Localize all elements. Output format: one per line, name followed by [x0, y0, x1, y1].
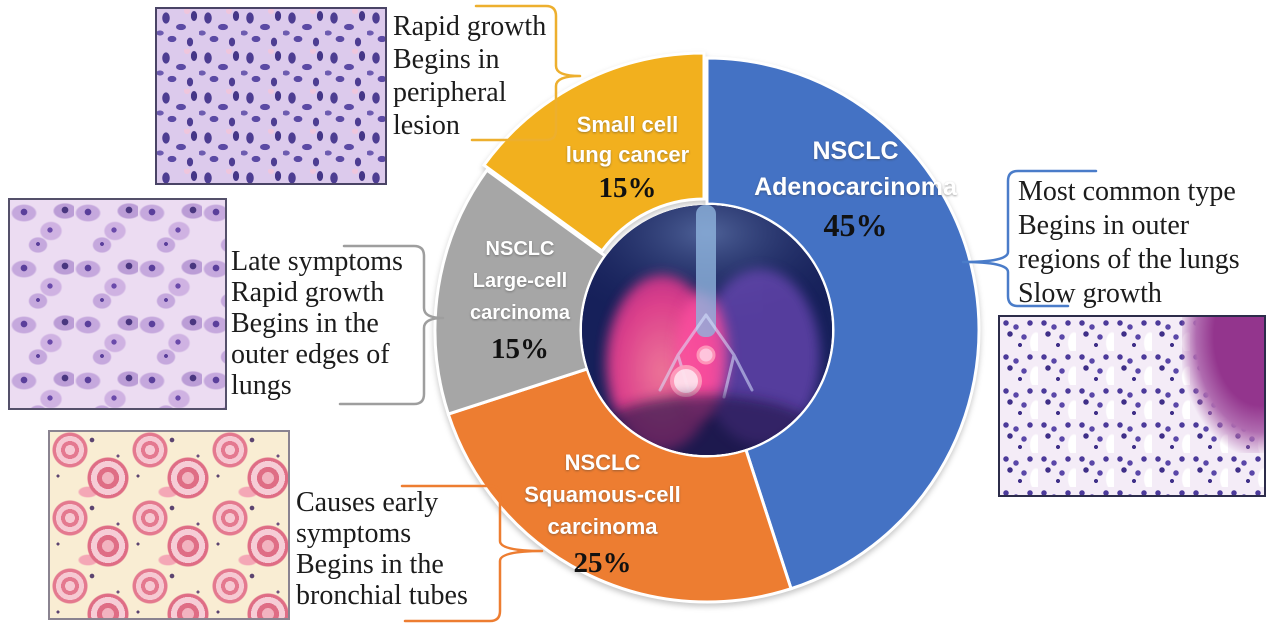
segment-label-small-cell: Small cell lung cancer 15%: [535, 110, 720, 203]
callout-line: lungs: [231, 370, 292, 401]
segment-name-line: NSCLC: [812, 137, 899, 165]
callout-line: symptoms: [296, 518, 412, 549]
callout-line: regions of the lungs: [1018, 244, 1240, 275]
squamous-cell-histology-image: [48, 430, 290, 620]
tumor-large: [670, 365, 702, 397]
callout-line: Rapid growth: [393, 11, 547, 42]
callout-line: Causes early: [296, 487, 439, 518]
small-cell-histology-image: [155, 7, 387, 185]
pie-segment-large-cell: [433, 168, 608, 416]
callout-line: Begins in the: [296, 549, 444, 580]
callout-line: peripheral: [393, 77, 507, 108]
segment-name-line: NSCLC: [564, 450, 641, 475]
pie-segment-squamous-cell: [446, 367, 793, 604]
callout-line: Begins in the: [231, 308, 379, 339]
segment-label-adenocarcinoma: NSCLC Adenocarcinoma 45%: [728, 133, 983, 243]
adenocarcinoma-histology-image: [998, 315, 1266, 497]
callout-line: outer edges of: [231, 339, 390, 370]
callout-line: Slow growth: [1018, 278, 1162, 309]
segment-name-line: Small cell: [576, 112, 679, 137]
callout-brace-small-cell: [470, 4, 582, 142]
tumor-small: [696, 345, 716, 365]
segment-name-line: carcinoma: [469, 302, 571, 324]
callout-text-squamous: Causes early symptoms Begins in the bron…: [296, 487, 468, 611]
segment-name-line: carcinoma: [547, 514, 658, 539]
pie-segment-small-cell: [481, 51, 706, 254]
callout-line: bronchial tubes: [296, 580, 468, 611]
callout-brace-squamous: [400, 484, 544, 623]
callout-text-small-cell: Rapid growth Begins in peripheral lesion: [393, 10, 546, 142]
callout-text-large-cell: Late symptoms Rapid growth Begins in the…: [231, 246, 403, 401]
callout-line: Begins in outer: [1018, 210, 1190, 241]
callout-text-adenocarcinoma: Most common type Begins in outer regions…: [1018, 175, 1240, 311]
large-cell-histology-image: [8, 198, 227, 410]
segment-percent: 45%: [823, 207, 888, 243]
callout-line: Begins in: [393, 44, 500, 75]
callout-line: Rapid growth: [231, 277, 385, 308]
callout-brace-adenocarcinoma: [961, 169, 1098, 308]
segment-percent: 15%: [491, 333, 549, 365]
callout-line: Most common type: [1018, 176, 1236, 207]
callout-line: lesion: [393, 110, 460, 141]
segment-name-line: Squamous-cell: [524, 482, 681, 507]
segment-name-line: Large-cell: [472, 270, 568, 292]
pie-segment-adenocarcinoma: [705, 56, 981, 591]
segment-percent: 25%: [573, 547, 632, 579]
segment-label-squamous-cell: NSCLC Squamous-cell carcinoma 25%: [500, 447, 705, 579]
segment-name-line: Adenocarcinoma: [754, 173, 957, 201]
trachea: [696, 205, 716, 337]
callout-brace-large-cell: [338, 244, 445, 406]
segment-name-line: lung cancer: [565, 142, 690, 167]
segment-percent: 15%: [598, 172, 657, 204]
callout-line: Late symptoms: [231, 246, 403, 277]
segment-name-line: NSCLC: [485, 238, 555, 260]
segment-label-large-cell: NSCLC Large-cell carcinoma 15%: [445, 233, 595, 365]
